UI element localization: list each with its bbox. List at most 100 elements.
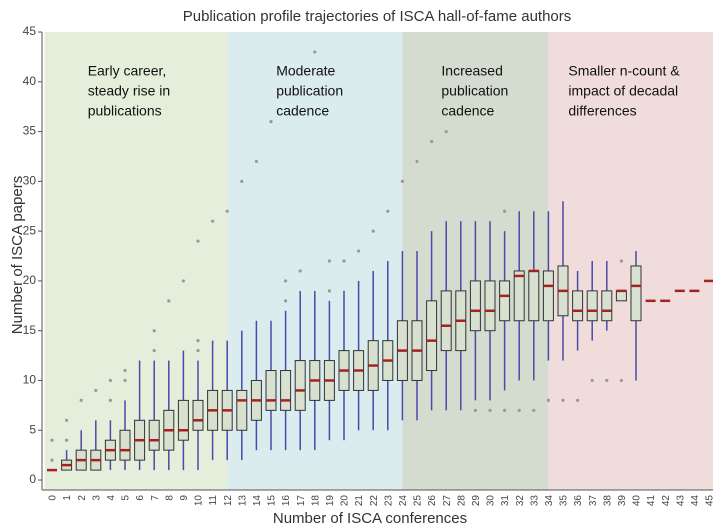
outlier	[444, 129, 448, 134]
x-tick-label: 41	[646, 495, 657, 507]
x-tick-label: 9	[179, 495, 190, 501]
box	[236, 389, 248, 431]
x-tick-label: 29	[471, 495, 482, 507]
box	[542, 270, 554, 322]
y-tick-label: 30	[23, 174, 37, 188]
chart-title: Publication profile trajectories of ISCA…	[183, 8, 572, 25]
region-label: Early career,	[88, 63, 167, 79]
outlier	[298, 269, 302, 273]
box	[601, 290, 613, 322]
outlier	[327, 259, 331, 263]
outlier	[269, 120, 273, 124]
region-label: impact of decadal	[568, 83, 678, 99]
x-axis-label: Number of ISCA conferences	[273, 510, 467, 527]
outlier	[415, 159, 419, 164]
x-tick-label: 45	[705, 495, 713, 507]
outlier	[473, 408, 477, 412]
box	[484, 280, 496, 332]
x-tick-label: 32	[515, 495, 526, 507]
outlier	[79, 398, 83, 402]
x-tick-label: 10	[194, 495, 205, 507]
box	[294, 360, 306, 411]
x-tick-label: 2	[77, 495, 88, 501]
outlier	[211, 219, 215, 223]
box	[426, 300, 438, 372]
y-tick-label: 10	[23, 373, 37, 387]
box	[177, 399, 189, 441]
outlier	[152, 349, 156, 353]
x-tick-label: 0	[48, 495, 59, 501]
outlier	[167, 299, 171, 303]
x-tick-label: 18	[310, 495, 321, 507]
outlier	[503, 408, 507, 412]
x-tick-label: 22	[369, 495, 380, 507]
outlier	[254, 159, 258, 164]
x-tick-label: 24	[398, 495, 409, 507]
x-tick-label: 7	[150, 495, 161, 501]
outlier	[181, 279, 185, 283]
outlier	[371, 229, 375, 233]
region-label: Smaller n-count &	[568, 63, 680, 79]
region-label: cadence	[276, 103, 329, 119]
outlier	[50, 458, 54, 462]
outlier	[196, 239, 200, 243]
x-tick-label: 1	[62, 495, 73, 501]
y-tick-label: 20	[23, 273, 37, 287]
outlier	[342, 259, 346, 263]
box	[528, 270, 540, 322]
x-tick-label: 36	[573, 495, 584, 507]
outlier	[517, 408, 521, 412]
box	[513, 270, 525, 322]
outlier	[546, 398, 551, 402]
outlier	[225, 209, 229, 213]
outlier	[94, 388, 98, 393]
outlier	[108, 378, 112, 383]
outlier	[619, 378, 624, 383]
region-label: Moderate	[276, 63, 335, 79]
box	[469, 280, 481, 332]
outlier	[50, 438, 54, 442]
outlier	[123, 378, 127, 383]
x-tick-label: 8	[164, 495, 175, 501]
x-tick-label: 17	[296, 495, 307, 507]
x-tick-label: 42	[661, 495, 672, 507]
region-label: steady rise in	[88, 83, 170, 99]
outlier	[532, 408, 536, 412]
outlier	[65, 418, 69, 422]
box	[572, 290, 584, 322]
y-tick-label: 40	[23, 74, 37, 88]
box	[265, 370, 277, 411]
x-tick-label: 38	[602, 495, 613, 507]
region-label: publication	[441, 83, 508, 99]
region-label: Increased	[441, 63, 502, 79]
outlier	[590, 378, 594, 383]
x-tick-label: 14	[252, 495, 263, 507]
x-tick-label: 13	[237, 495, 248, 507]
x-tick-label: 20	[340, 495, 351, 507]
x-tick-label: 11	[208, 495, 219, 506]
x-tick-label: 44	[690, 495, 701, 507]
box	[615, 290, 627, 302]
regions	[44, 32, 713, 490]
y-tick-label: 5	[29, 422, 36, 436]
box	[119, 429, 131, 461]
outlier	[284, 279, 288, 283]
x-tick-label: 23	[383, 495, 394, 507]
region-label: differences	[568, 103, 636, 119]
x-tick-label: 37	[588, 495, 599, 507]
box	[630, 265, 642, 322]
x-tick-label: 15	[267, 495, 278, 507]
x-tick-label: 25	[413, 495, 424, 507]
outlier	[576, 398, 580, 402]
outlier	[386, 209, 390, 213]
y-tick-label: 0	[29, 472, 36, 486]
outlier	[196, 349, 200, 353]
outlier	[313, 50, 317, 54]
box	[192, 399, 204, 431]
x-tick-label: 12	[223, 495, 234, 507]
x-tick-label: 33	[529, 495, 540, 507]
outlier	[240, 179, 244, 183]
outlier	[488, 408, 492, 412]
x-tick-label: 6	[135, 495, 146, 501]
